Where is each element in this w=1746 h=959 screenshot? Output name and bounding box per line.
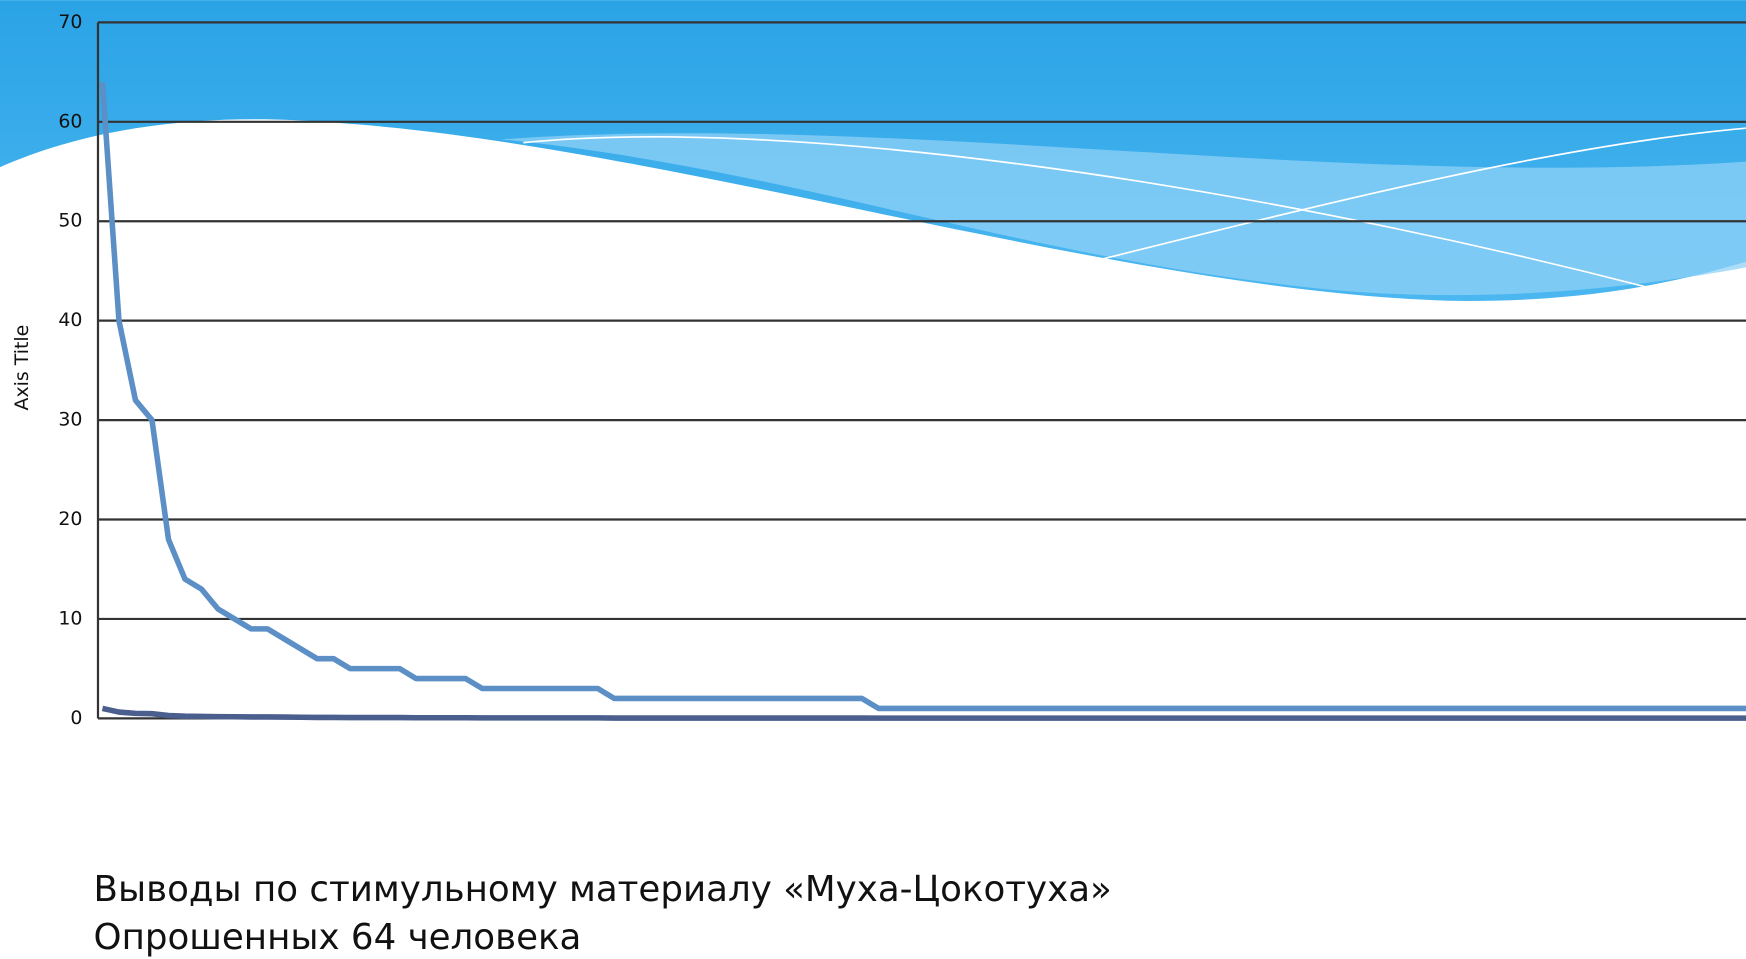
plot: 0 10 20 30 40 50 60 70 [58, 11, 1746, 729]
y-axis-title: Axis Title [11, 325, 33, 411]
y-tick-label: 60 [58, 110, 82, 132]
wave-band [501, 133, 1746, 296]
y-tick-label: 50 [58, 210, 82, 232]
slide-subtitle: Опрошенных 64 человека [94, 917, 582, 958]
series-line [101, 705, 1746, 721]
wave-line [523, 136, 1649, 289]
y-tick-label: 30 [58, 409, 82, 431]
y-tick-label: 70 [58, 11, 82, 33]
y-tick-label: 0 [70, 707, 82, 729]
y-tick-label: 40 [58, 309, 82, 331]
y-tick-label: 10 [58, 607, 82, 629]
y-tick-label: 20 [58, 508, 82, 530]
wave [0, 119, 1746, 959]
wave-line [1091, 127, 1746, 263]
series-line [99, 81, 1746, 712]
slide-title: Выводы по стимульному материалу «Муха-Цо… [94, 869, 1112, 910]
